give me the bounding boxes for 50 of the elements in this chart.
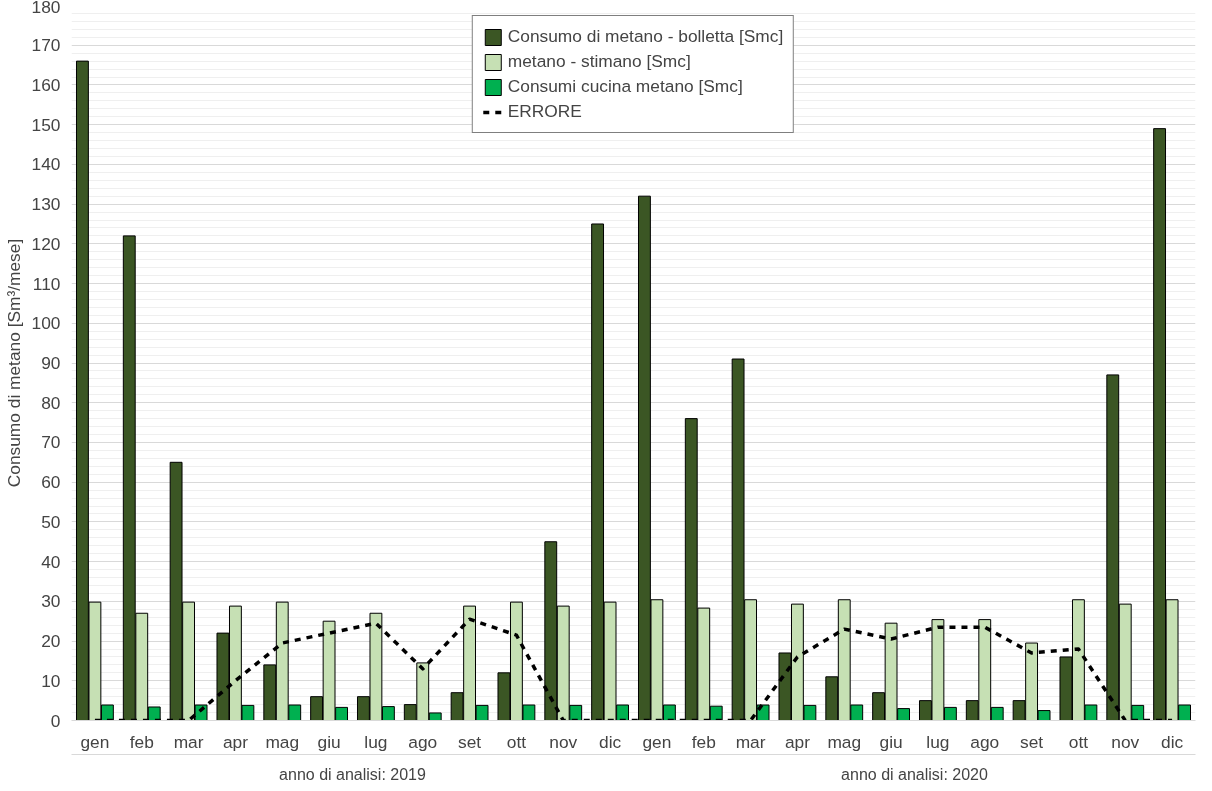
x-tick-label: ago [970,731,1000,752]
legend-label: Consumo di metano - bolletta [Smc] [507,26,784,47]
y-tick-label: 100 [31,313,61,334]
y-tick-label: 50 [41,511,61,532]
y-tick-label: 20 [41,631,61,652]
x-tick-label: mag [827,731,862,752]
x-tick-label: feb [129,731,154,752]
y-tick-label: 10 [41,670,61,691]
x-tick-label: lug [926,731,950,752]
x-tick-label: mar [173,731,204,752]
x-tick-label: set [1020,731,1044,752]
y-tick-label: 180 [31,0,61,17]
y-tick-label: 110 [32,273,61,294]
text: anno di analisi: 2020 [841,765,988,783]
legend-label: ERRORE [507,101,582,122]
x-tick-label: giu [879,731,903,752]
y-tick-label: 120 [31,233,61,254]
x-tick-label: ott [506,731,527,752]
y-tick-label: 170 [31,35,61,56]
y-axis-title: Consumo di metano [Sm³/mese] [3,238,24,488]
x-tick-label: dic [1161,731,1184,752]
y-tick-label: 30 [41,591,61,612]
x-tick-label: giu [317,731,341,752]
x-tick-label: apr [222,731,249,752]
y-tick-label: 130 [31,194,61,215]
x-tick-label: mar [735,731,766,752]
y-tick-label: 150 [31,114,61,135]
y-tick-label: 90 [41,353,61,373]
y-tick-label: 60 [41,472,61,493]
y-tick-label: 140 [31,154,61,175]
x-tick-label: feb [691,731,716,752]
x-tick-label: set [458,731,482,752]
legend-label: metano - stimano [Smc] [507,51,691,72]
x-tick-label: apr [784,731,811,752]
x-tick-label: mag [265,731,300,752]
y-tick-label: 0 [50,710,61,731]
x-tick-label: ott [1068,731,1089,752]
x-tick-label: nov [1111,731,1140,752]
x-tick-label: nov [549,731,578,752]
x-tick-label: dic [599,731,622,752]
y-tick-label: 80 [41,392,61,413]
legend-label: Consumi cucina metano [Smc] [507,76,743,97]
x-tick-label: ago [408,731,438,752]
y-tick-label: 70 [41,432,61,453]
y-tick-label: 160 [31,74,61,95]
text: anno di analisi: 2019 [279,765,426,783]
x-tick-label: gen [642,731,672,752]
y-tick-label: 40 [41,551,61,572]
x-tick-label: lug [364,731,388,752]
x-tick-label: gen [80,731,110,752]
